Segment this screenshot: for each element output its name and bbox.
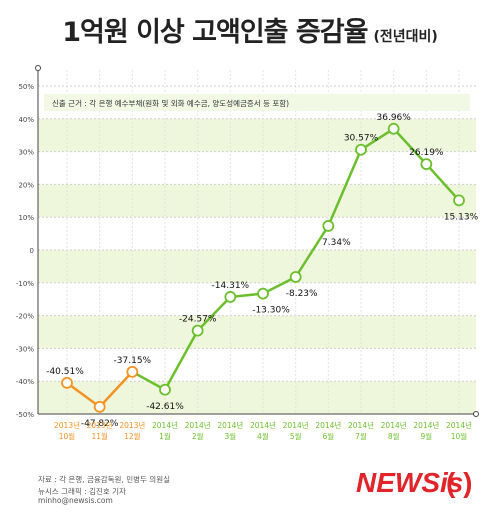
x-tick-label-year: 2014년 xyxy=(250,420,276,430)
x-tick-label-month: 11월 xyxy=(91,431,108,441)
logo-text: NEWSis xyxy=(356,467,463,498)
data-point xyxy=(387,122,400,135)
data-label: -42.61% xyxy=(146,402,184,412)
title-block: 1억원 이상 고액인출 증감율 (전년대비) xyxy=(0,10,500,49)
x-tick-label-year: 2014년 xyxy=(315,420,341,430)
series-segment xyxy=(392,127,428,166)
x-tick-label-year: 2014년 xyxy=(348,420,374,430)
svg-text:( ): ( ) xyxy=(446,467,472,498)
data-point xyxy=(126,365,139,378)
data-label: 7.34% xyxy=(322,238,351,248)
data-label: 36.96% xyxy=(377,113,412,123)
series-segment xyxy=(65,381,101,409)
series-segment xyxy=(131,370,167,392)
grid-band xyxy=(38,184,476,218)
data-label: -40.51% xyxy=(46,367,84,377)
x-tick-label-year: 2013년 xyxy=(54,420,80,430)
x-tick-label-year: 2014년 xyxy=(446,420,472,430)
x-tick-label-year: 2014년 xyxy=(413,420,439,430)
y-tick-label: -30% xyxy=(16,345,34,353)
y-tick-label: 30% xyxy=(18,149,34,157)
y-tick-label: -10% xyxy=(16,280,34,288)
data-label: 30.57% xyxy=(344,134,379,144)
x-tick-label-month: 2월 xyxy=(192,431,204,441)
x-tick-label-year: 2014년 xyxy=(185,420,211,430)
data-point xyxy=(93,400,106,413)
x-tick-label-month: 7월 xyxy=(355,431,367,441)
y-tick-label: 40% xyxy=(18,116,34,124)
x-tick-label-year: 2014년 xyxy=(283,420,309,430)
data-point xyxy=(159,383,171,396)
line-chart: 50% 40% 30% 20% 10% 0 -10% -20% -30% -40% -50% 신출 근… xyxy=(16,65,479,441)
x-tick-label-month: 12월 xyxy=(124,431,141,441)
grid-band xyxy=(38,381,476,414)
x-tick-label-month: 10월 xyxy=(59,431,76,441)
series-segment xyxy=(294,224,330,279)
note-text: 신출 근거 : 각 은행 예수부채(원화 및 외화 예수금, 양도성예금증서 등… xyxy=(52,98,289,108)
series-segment xyxy=(261,275,297,295)
data-point xyxy=(61,376,73,389)
y-tick-label: 10% xyxy=(18,214,34,222)
y-tick-label: 50% xyxy=(18,83,34,91)
x-tick-label-year: 2014년 xyxy=(217,420,243,430)
data-point xyxy=(224,291,237,303)
data-point xyxy=(420,158,433,170)
data-label: -47.82% xyxy=(81,419,119,429)
data-label: 15.13% xyxy=(444,212,479,222)
series-segment xyxy=(163,329,199,392)
footer-credit: 뉴시스 그래픽 : 김진호 기자 xyxy=(38,487,126,496)
chart-subtitle: (전년대비) xyxy=(373,29,438,45)
data-label: 26.19% xyxy=(409,148,444,158)
y-tick-label: 0 xyxy=(30,247,34,255)
data-label: -8.23% xyxy=(286,289,318,299)
y-tick-label: -20% xyxy=(16,313,34,321)
x-tick-label-year: 2014년 xyxy=(152,420,178,430)
chart-title: 1억원 이상 고액인출 증감율 xyxy=(62,17,368,48)
series-segment xyxy=(196,295,232,332)
series-segment xyxy=(359,127,395,151)
x-tick-label-month: 4월 xyxy=(257,431,269,441)
series-segment xyxy=(425,162,461,202)
data-point xyxy=(191,324,204,337)
series-segment xyxy=(327,148,363,228)
x-tick-label-year: 2013년 xyxy=(87,420,113,430)
x-tick-label-year: 2013년 xyxy=(119,420,145,430)
x-tick-label-year: 2014년 xyxy=(381,420,407,430)
grid-band xyxy=(38,315,476,349)
x-tick-label-month: 9월 xyxy=(420,431,432,441)
data-point xyxy=(453,194,465,207)
y-axis-end xyxy=(35,65,41,71)
series-segment xyxy=(98,370,134,409)
x-tick-label-month: 10월 xyxy=(451,431,468,441)
data-point xyxy=(355,143,367,156)
y-tick-label: 20% xyxy=(18,181,34,189)
x-tick-label-month: 8월 xyxy=(388,431,400,441)
x-tick-label-month: 1월 xyxy=(159,431,171,441)
data-point xyxy=(257,287,269,300)
y-tick-label: -40% xyxy=(16,378,34,386)
x-axis-end xyxy=(473,411,479,417)
footer-source: 자료 : 각 은행, 금융감독원, 민병두 의원실 xyxy=(38,475,170,484)
y-tick-label: -50% xyxy=(16,411,34,419)
grid-band xyxy=(38,118,476,152)
data-label: -13.30% xyxy=(252,306,290,316)
note-box xyxy=(44,94,470,111)
data-label: -37.15% xyxy=(114,356,152,366)
data-label: -24.57% xyxy=(179,315,217,325)
data-point xyxy=(322,220,335,232)
x-tick-label-month: 3월 xyxy=(224,431,236,441)
x-tick-label-month: 5월 xyxy=(290,431,302,441)
grid-band xyxy=(38,250,476,283)
x-tick-label-month: 6월 xyxy=(322,431,334,441)
footer-email: minho@newsis.com xyxy=(38,496,113,505)
data-point xyxy=(289,271,302,283)
newsis-logo: NEWSis ( ) xyxy=(356,467,472,498)
data-label: -14.31% xyxy=(212,281,250,291)
